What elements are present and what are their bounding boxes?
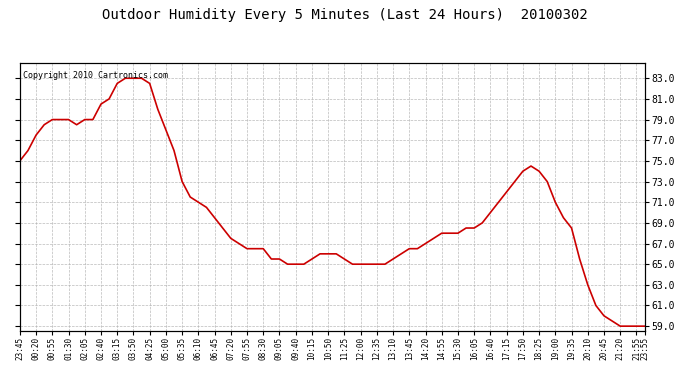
Text: Outdoor Humidity Every 5 Minutes (Last 24 Hours)  20100302: Outdoor Humidity Every 5 Minutes (Last 2… — [102, 8, 588, 21]
Text: Copyright 2010 Cartronics.com: Copyright 2010 Cartronics.com — [23, 71, 168, 80]
